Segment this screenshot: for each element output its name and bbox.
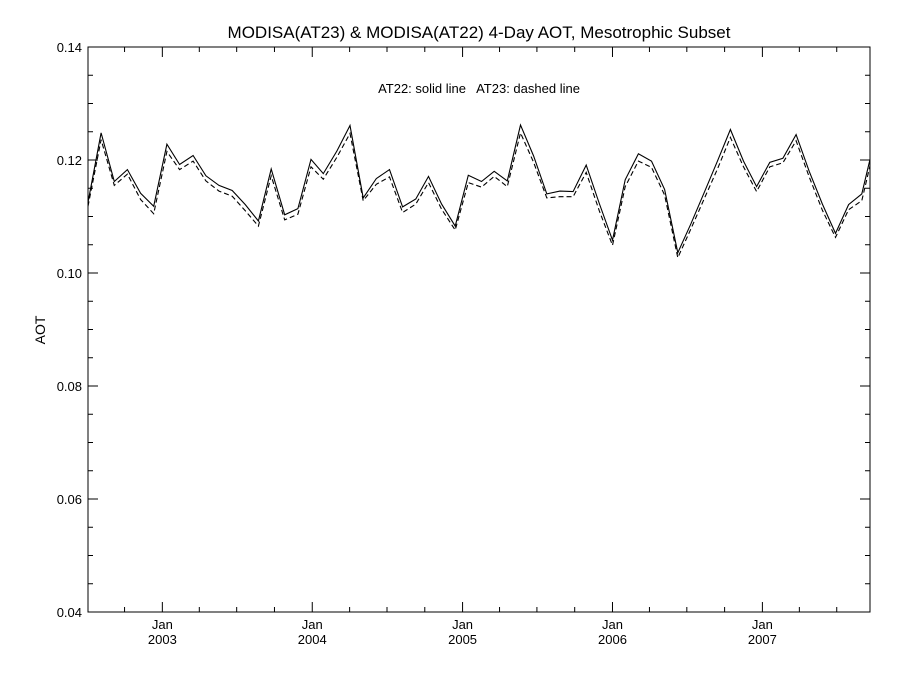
x-tick-label-month: Jan	[752, 617, 773, 632]
y-tick-label: 0.04	[57, 605, 82, 620]
y-axis: 0.04 0.06 0.08 0.10 0.12 0.14	[57, 40, 870, 620]
y-tick-label: 0.10	[57, 266, 82, 281]
y-tick-label: 0.12	[57, 153, 82, 168]
x-tick-label-month: Jan	[152, 617, 173, 632]
series-line-at23	[87, 131, 871, 260]
line-style-annotation: AT22: solid line AT23: dashed line	[378, 81, 580, 96]
x-tick-label-year: 2007	[748, 632, 777, 647]
plot-frame	[87, 46, 871, 613]
y-tick-label: 0.06	[57, 492, 82, 507]
series-line-at22	[87, 123, 871, 255]
x-tick-label-year: 2004	[298, 632, 327, 647]
series-layer	[87, 123, 871, 260]
chart-title: MODISA(AT23) & MODISA(AT22) 4-Day AOT, M…	[228, 23, 731, 42]
y-tick-label: 0.08	[57, 379, 82, 394]
x-tick-label-year: 2005	[448, 632, 477, 647]
y-axis-label: AOT	[32, 315, 48, 344]
x-tick-label-month: Jan	[302, 617, 323, 632]
y-tick-label: 0.14	[57, 40, 82, 55]
x-tick-label-year: 2003	[148, 632, 177, 647]
x-tick-label-year: 2006	[598, 632, 627, 647]
x-tick-label-month: Jan	[452, 617, 473, 632]
x-tick-label-month: Jan	[602, 617, 623, 632]
